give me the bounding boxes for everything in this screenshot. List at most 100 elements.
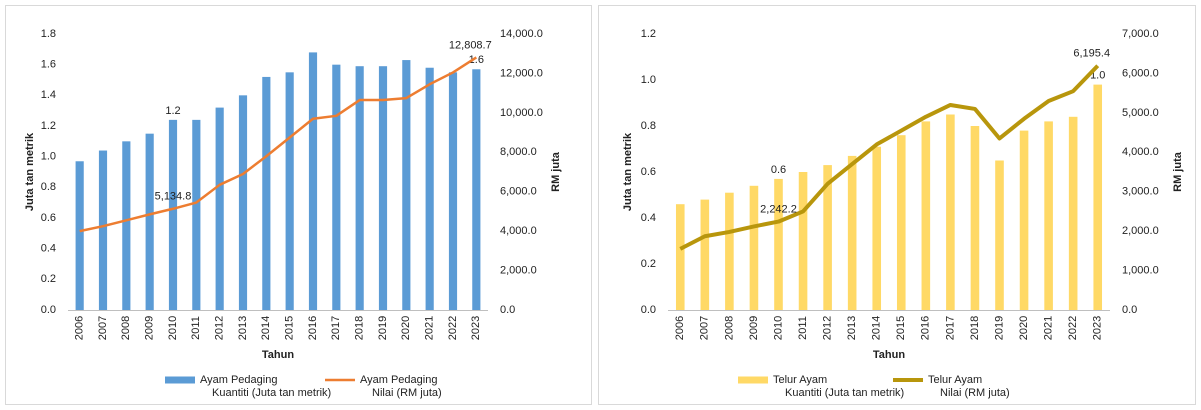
y-tick-label: 1.0	[641, 74, 656, 86]
bar	[823, 165, 832, 310]
x-tick-label: 2014	[260, 316, 272, 340]
legend-line: Ayam Pedaging	[200, 374, 277, 386]
bar	[332, 64, 341, 311]
y-tick-label: 0.2	[641, 258, 656, 270]
legend-line: Telur Ayam	[773, 374, 827, 386]
x-tick-label: 2019	[993, 316, 1005, 340]
bar	[308, 52, 318, 311]
bar	[970, 126, 980, 310]
y-tick-label: 0.6	[641, 166, 656, 178]
x-tick-label: 2016	[307, 316, 319, 340]
y-tick-label: 1.2	[41, 120, 56, 132]
x-tick-label: 2013	[237, 316, 249, 340]
line	[79, 56, 478, 233]
bar	[192, 119, 201, 310]
legend-label: Ayam Pedaging Nilai (RM juta)	[360, 374, 442, 399]
bar	[946, 114, 955, 310]
bar	[700, 199, 710, 310]
legend-line: Nilai (RM juta)	[940, 387, 1010, 399]
y-tick-label: 1.0	[41, 151, 56, 163]
x-tick-label: 2007	[699, 316, 711, 340]
y2-tick-label: 4,000.0	[500, 225, 537, 237]
x-tick-label: 2022	[447, 316, 459, 340]
data-label: 6,195.4	[1073, 48, 1110, 60]
x-tick-label: 2021	[1043, 316, 1055, 340]
y2-tick-label: 4,000.0	[1122, 146, 1159, 158]
data-label: 2,242.2	[760, 203, 797, 215]
y2-tick-label: 2,000.0	[1122, 225, 1159, 237]
x-tick-label: 2009	[144, 316, 156, 340]
bar	[749, 185, 759, 310]
y-tick-label: 0.0	[41, 304, 56, 316]
data-label: 5,134.8	[155, 191, 192, 203]
y2-axis-title: RM juta	[1172, 151, 1184, 192]
y2-axis-title: RM juta	[550, 151, 562, 192]
bar	[355, 66, 364, 310]
legend-label: Telur Ayam Kuantiti (Juta tan metrik)	[773, 374, 904, 399]
chart: 0.0 0.2 0.4 0.6 0.8 1.0 1.2 1.4 1.6 1.8 0.0 2,000.0…	[24, 28, 562, 399]
x-axis-title: Tahun	[873, 349, 905, 361]
x-tick-label: 2006	[674, 316, 686, 340]
bar	[145, 133, 154, 310]
bar	[798, 172, 808, 310]
x-tick-label: 2018	[354, 316, 366, 340]
bar	[75, 161, 84, 310]
y2-tick-label: 14,000.0	[500, 28, 543, 40]
x-tick-label: 2016	[920, 316, 932, 340]
y2-tick-label: 0.0	[1122, 304, 1137, 316]
y-tick-label: 0.0	[641, 304, 656, 316]
bar	[98, 150, 108, 310]
bar	[872, 146, 882, 310]
legend-line: Ayam Pedaging	[360, 374, 437, 386]
x-tick-label: 2021	[424, 316, 436, 340]
y-tick-label: 1.8	[41, 28, 56, 40]
x-tick-label: 2014	[871, 316, 883, 340]
x-tick-label: 2011	[190, 316, 202, 340]
bar	[215, 107, 224, 310]
data-label: 1.2	[165, 105, 180, 117]
x-tick-label: 2022	[1067, 316, 1079, 340]
bar	[847, 155, 857, 310]
data-label: 1.6	[469, 54, 484, 66]
bar	[402, 60, 411, 310]
legend-line: Kuantiti (Juta tan metrik)	[785, 387, 904, 399]
legend-line: Kuantiti (Juta tan metrik)	[212, 387, 331, 399]
x-tick-label: 2010	[772, 316, 784, 340]
bar	[448, 72, 458, 310]
x-tick-label: 2023	[1092, 316, 1104, 340]
x-tick-label: 2020	[400, 316, 412, 340]
bar	[1044, 121, 1053, 311]
legend-line: Nilai (RM juta)	[372, 387, 442, 399]
x-tick-label: 2011	[797, 316, 809, 340]
bar	[921, 121, 931, 311]
y-tick-label: 1.6	[41, 59, 56, 71]
x-tick-label: 2015	[895, 316, 907, 340]
x-tick-label: 2020	[1018, 316, 1030, 340]
bar	[1093, 84, 1103, 310]
x-tick-label: 2017	[944, 316, 956, 340]
y-tick-label: 0.8	[641, 120, 656, 132]
y2-tick-label: 6,000.0	[500, 186, 537, 198]
legend-label: Telur Ayam Nilai (RM juta)	[928, 374, 1010, 399]
y2-tick-label: 3,000.0	[1122, 186, 1159, 198]
bar	[238, 95, 248, 310]
x-tick-label: 2012	[214, 316, 226, 340]
bar	[122, 141, 131, 310]
x-tick-label: 2017	[330, 316, 342, 340]
x-tick-label: 2015	[284, 316, 296, 340]
data-label: 0.6	[771, 164, 786, 176]
y-tick-label: 0.2	[41, 273, 56, 285]
x-tick-label: 2007	[97, 316, 109, 340]
x-tick-label: 2018	[969, 316, 981, 340]
x-tick-label: 2010	[167, 316, 179, 340]
x-tick-label: 2013	[846, 316, 858, 340]
bar	[425, 67, 434, 310]
bar	[1019, 130, 1029, 310]
legend-label: Ayam Pedaging Kuantiti (Juta tan metrik)	[200, 374, 331, 399]
data-label: 12,808.7	[449, 39, 492, 51]
bar	[1068, 116, 1078, 310]
y-tick-label: 0.4	[641, 212, 656, 224]
bar	[774, 178, 783, 310]
bar	[168, 119, 178, 310]
y-tick-label: 0.6	[41, 212, 56, 224]
